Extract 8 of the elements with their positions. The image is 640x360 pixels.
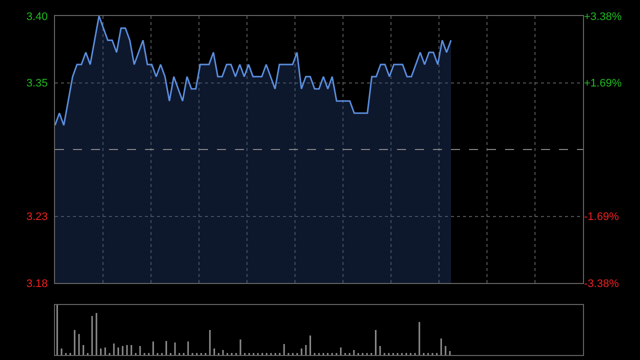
y-tick-label: 3.40 <box>26 10 48 23</box>
y-tick-label: 3.23 <box>26 211 48 224</box>
y2-tick-label: +1.69% <box>584 78 622 90</box>
y2-tick-label: -3.38% <box>584 278 620 290</box>
y2-tick-label: -1.69% <box>584 211 620 224</box>
y-tick-label: 3.35 <box>26 78 48 90</box>
y2-tick-label: +3.38% <box>584 10 622 23</box>
y-tick-label: 3.18 <box>26 278 48 290</box>
